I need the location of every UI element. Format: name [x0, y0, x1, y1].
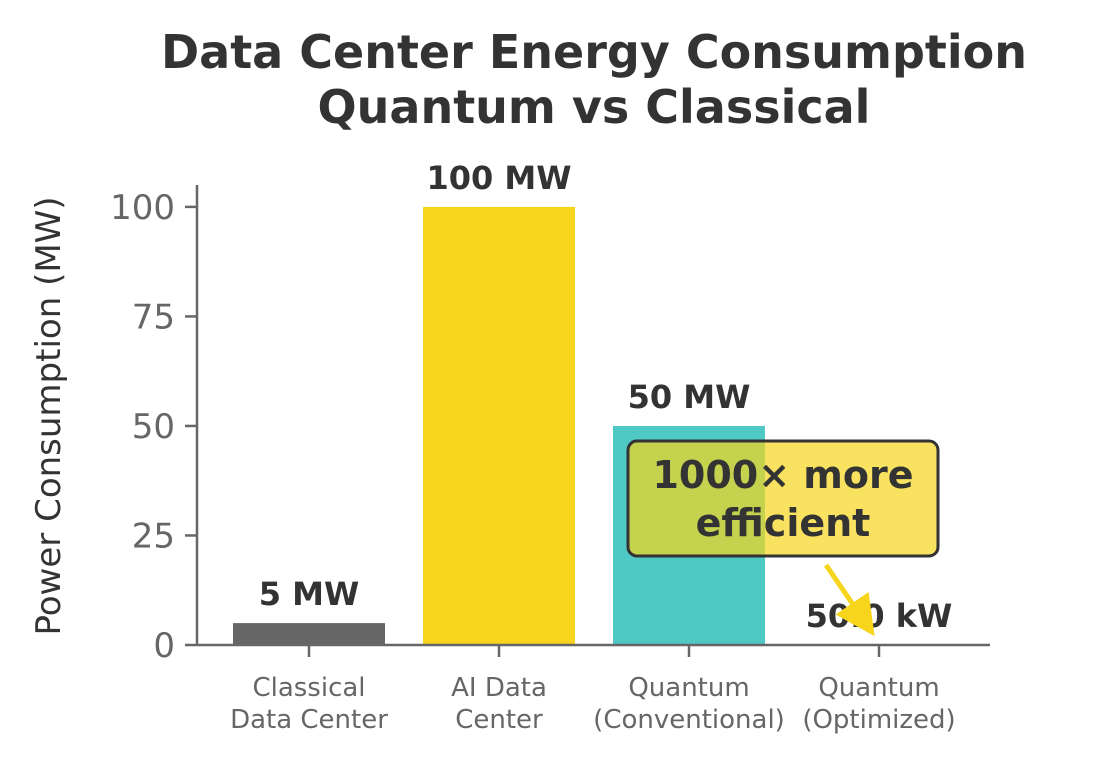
x-tick-label: Data Center — [230, 705, 388, 735]
y-tick-label: 25 — [132, 516, 175, 556]
bar — [233, 623, 385, 645]
bar-value-label: 100 MW — [426, 159, 571, 197]
chart-title-line-1: Data Center Energy Consumption — [161, 25, 1027, 79]
annotation-arrow — [823, 563, 875, 637]
x-tick-label: Quantum — [628, 673, 749, 703]
plot-area: 5 MW 100 MW 50 MW 50.0 kW 0 25 50 75 100 Classica… — [110, 159, 990, 735]
y-axis-label: Power Consumption (MW) — [29, 196, 69, 635]
annotation-box — [626, 439, 940, 558]
y-tick-label: 75 — [132, 297, 175, 337]
bar-value-label: 5 MW — [259, 575, 360, 613]
y-tick-label: 100 — [110, 188, 175, 228]
x-tick-label: AI Data — [451, 673, 547, 703]
bar-value-label: 50.0 kW — [806, 597, 953, 635]
bar-value-label: 50 MW — [628, 378, 751, 416]
annotation-text: efficient — [696, 501, 871, 545]
x-tick-label: (Optimized) — [802, 705, 955, 735]
x-tick-label: Quantum — [818, 673, 939, 703]
chart-title-line-2: Quantum vs Classical — [318, 80, 871, 134]
x-tick-label: Center — [455, 705, 543, 735]
annotation-text: 1000× more — [652, 453, 913, 497]
y-tick-label: 50 — [132, 407, 175, 447]
x-tick-label: Classical — [252, 673, 365, 703]
bar — [423, 206, 575, 645]
y-tick-label: 0 — [153, 626, 175, 666]
x-tick-label: (Conventional) — [593, 705, 785, 735]
